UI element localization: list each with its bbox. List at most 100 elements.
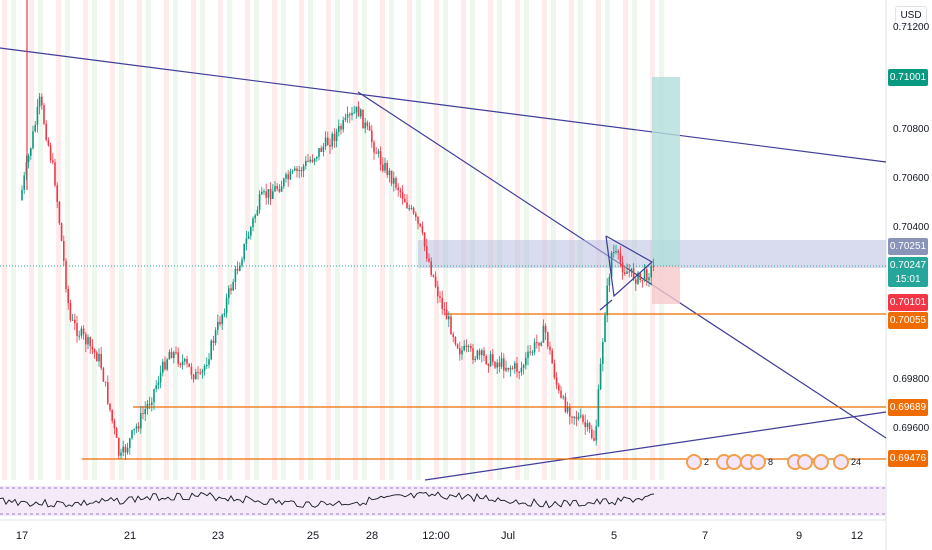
level-price-tag: 0.69689	[888, 399, 928, 416]
session-stripe	[2, 0, 7, 480]
candle-body	[529, 351, 531, 353]
candle-body	[461, 350, 463, 355]
candle-body	[58, 201, 61, 224]
candle-body	[421, 226, 424, 233]
candle-body	[56, 185, 58, 202]
candle-body	[324, 137, 327, 147]
candle-body	[261, 191, 263, 195]
candle-body	[78, 335, 80, 337]
candle-body	[120, 452, 122, 456]
candle-body	[91, 346, 94, 350]
candle-body	[463, 345, 465, 351]
candle-body	[203, 366, 206, 371]
candle-body	[254, 215, 256, 219]
candle-body	[531, 351, 534, 353]
candle-body	[188, 363, 190, 367]
position-target-zone	[652, 77, 680, 266]
candle-body	[410, 207, 413, 209]
candle-body	[412, 207, 415, 214]
candle-body	[267, 189, 270, 198]
candle-body	[232, 281, 234, 291]
time-tick: 12:00	[422, 530, 450, 542]
candle-body	[415, 213, 417, 217]
candle-body	[351, 112, 353, 116]
candle-body	[148, 404, 151, 406]
candle-body	[459, 348, 461, 355]
candle-body	[118, 437, 120, 456]
economic-event-au[interactable]: 2	[686, 453, 709, 471]
candle-body	[474, 358, 476, 360]
currency-label[interactable]: USD	[895, 6, 927, 26]
candle-body	[619, 252, 622, 263]
economic-event-au[interactable]	[813, 453, 831, 471]
time-tick: 28	[365, 530, 379, 542]
flag-au-icon	[686, 454, 702, 470]
candle-body	[588, 422, 591, 430]
candle-body	[241, 259, 243, 266]
candle-body	[610, 252, 613, 277]
candle-body	[454, 337, 457, 345]
candle-body	[584, 421, 586, 428]
candle-body	[388, 170, 391, 175]
candle-body	[591, 429, 593, 438]
session-stripe	[119, 0, 124, 480]
rsi-band	[0, 486, 886, 516]
candle-body	[225, 297, 228, 314]
economic-event-us[interactable]: 8	[740, 453, 773, 471]
time-tick: 9	[795, 530, 803, 542]
candle-body	[450, 316, 452, 335]
trendline-upper	[0, 47, 887, 163]
candle-body	[146, 404, 149, 410]
candle-body	[320, 147, 322, 152]
candle-body	[648, 277, 650, 281]
candle-body	[344, 117, 347, 121]
candle-body	[481, 350, 483, 356]
candle-body	[247, 235, 250, 239]
candle-body	[430, 261, 432, 275]
price-tick: 0.70600	[893, 173, 930, 184]
candle-body	[599, 363, 602, 390]
candle-body	[96, 352, 98, 362]
candle-body	[41, 96, 43, 106]
flag-us-icon	[750, 454, 766, 470]
candle-body	[331, 133, 333, 147]
time-tick: 12	[850, 530, 864, 542]
candle-body	[300, 170, 303, 172]
candle-body	[608, 276, 611, 286]
candle-body	[60, 223, 63, 241]
candle-body	[375, 152, 377, 154]
candle-body	[643, 269, 646, 281]
candle-body	[166, 359, 168, 370]
flag-au-icon	[813, 454, 829, 470]
candle-body	[368, 126, 371, 131]
candle-body	[566, 407, 569, 412]
candle-body	[520, 367, 523, 373]
session-stripe	[29, 0, 34, 480]
target-price-tag: 0.71001	[888, 69, 928, 86]
candle-body	[338, 125, 340, 132]
candle-body	[104, 381, 107, 383]
economic-event-us[interactable]: 24	[833, 453, 861, 471]
candle-body	[305, 160, 307, 166]
candle-body	[419, 223, 421, 227]
candle-body	[516, 363, 518, 372]
candle-body	[555, 377, 558, 385]
candle-body	[646, 269, 648, 281]
candle-body	[201, 370, 204, 373]
candle-body	[230, 288, 232, 291]
candle-body	[74, 319, 76, 324]
session-stripe	[164, 0, 169, 480]
candle-body	[21, 189, 23, 200]
candle-body	[514, 363, 516, 369]
candle-body	[214, 330, 217, 343]
candle-body	[613, 251, 615, 253]
candle-body	[38, 96, 41, 107]
candle-body	[373, 142, 375, 153]
candle-body	[639, 272, 641, 280]
candle-body	[399, 190, 402, 192]
candle-body	[551, 350, 553, 364]
candle-body	[85, 334, 87, 345]
time-tick: 23	[211, 530, 225, 542]
